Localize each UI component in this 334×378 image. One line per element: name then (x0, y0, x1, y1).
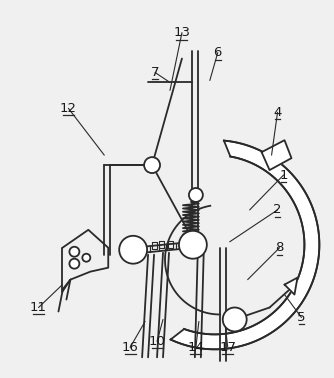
Text: 6: 6 (214, 46, 222, 59)
Text: 14: 14 (187, 341, 204, 354)
Text: 8: 8 (275, 241, 284, 254)
Circle shape (189, 188, 203, 202)
Polygon shape (262, 140, 292, 170)
Circle shape (69, 247, 79, 257)
Circle shape (179, 231, 207, 259)
Text: 16: 16 (122, 341, 139, 354)
Text: 1: 1 (279, 169, 288, 181)
Circle shape (223, 308, 247, 332)
Text: 17: 17 (219, 341, 236, 354)
Text: 4: 4 (273, 106, 282, 119)
Circle shape (119, 236, 147, 264)
Circle shape (144, 157, 160, 173)
Polygon shape (285, 277, 298, 294)
Text: 10: 10 (149, 335, 165, 348)
Text: 5: 5 (297, 311, 306, 324)
Text: 7: 7 (151, 66, 159, 79)
Polygon shape (171, 141, 319, 349)
Circle shape (82, 254, 90, 262)
Text: 11: 11 (30, 301, 47, 314)
Text: 13: 13 (173, 26, 190, 39)
Text: 12: 12 (60, 102, 77, 115)
Circle shape (69, 259, 79, 269)
Text: 2: 2 (273, 203, 282, 217)
